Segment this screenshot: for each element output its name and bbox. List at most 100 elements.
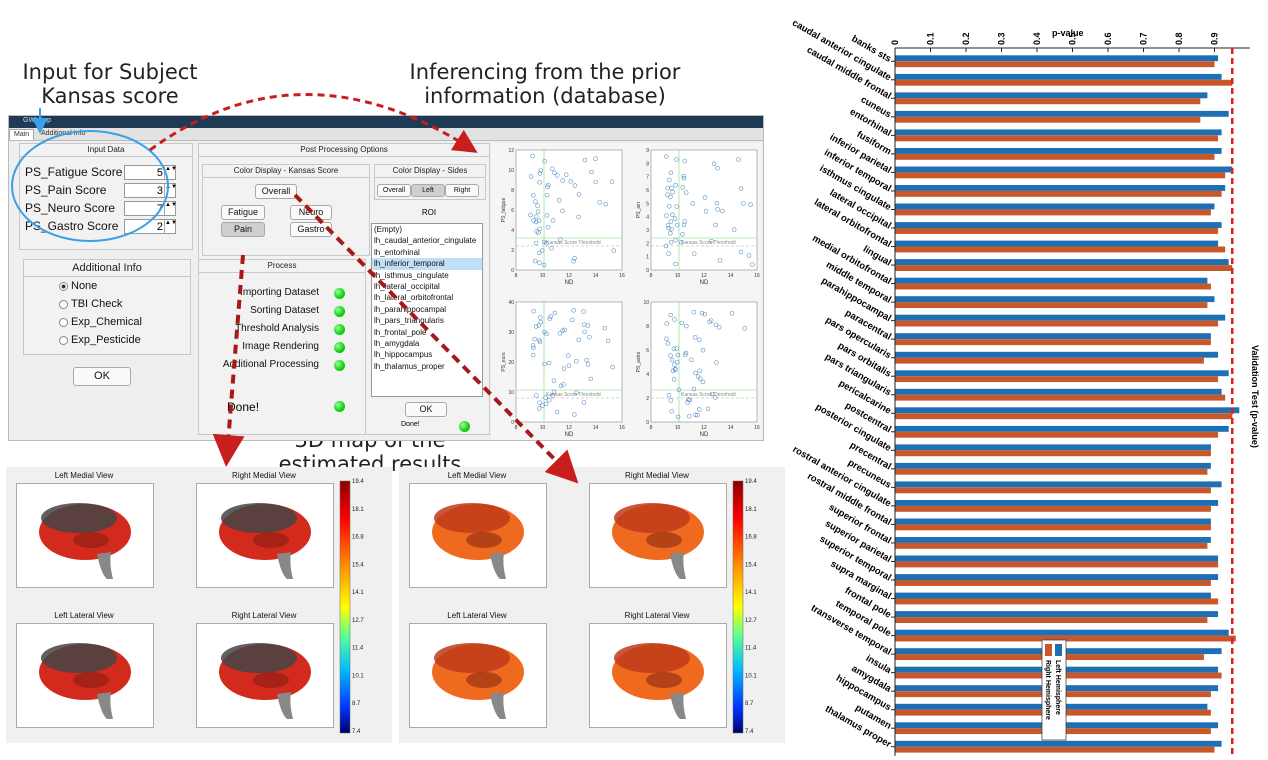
scatter-point bbox=[748, 202, 753, 207]
scatter-point bbox=[683, 190, 689, 195]
brain-view bbox=[589, 483, 727, 588]
stepper-arrows-icon[interactable]: ▲▼ bbox=[164, 220, 177, 233]
xtick-label: 8 bbox=[650, 425, 653, 431]
sides-overall-button[interactable]: Overall bbox=[377, 184, 411, 197]
scatter-point bbox=[531, 345, 536, 351]
ytick-label: 10 bbox=[508, 390, 514, 396]
scatter-point bbox=[574, 358, 579, 364]
scatter-point bbox=[603, 201, 608, 207]
x-tick-label: 0.5 bbox=[1068, 32, 1078, 45]
scatter-point bbox=[531, 193, 536, 198]
ytick-label: 6 bbox=[646, 348, 649, 354]
scatter-point bbox=[670, 212, 675, 217]
scatter-point bbox=[571, 308, 576, 313]
roi-list-item[interactable]: lh_isthmus_cingulate bbox=[374, 270, 449, 280]
field-label-3: PS_Gastro Score bbox=[25, 219, 119, 233]
scatter-point bbox=[558, 237, 563, 242]
scatter-point bbox=[550, 393, 555, 399]
scatter-point bbox=[542, 329, 547, 335]
roi-list-item[interactable]: lh_thalamus_proper bbox=[374, 361, 445, 371]
scatter-point bbox=[668, 219, 674, 224]
scatter-point bbox=[602, 325, 608, 331]
colorbar-tick: 10.1 bbox=[352, 673, 364, 679]
stepper-arrows-icon[interactable]: ▲▼ bbox=[164, 202, 177, 215]
roi-list-item[interactable]: lh_hippocampus bbox=[374, 350, 433, 360]
scatter-point bbox=[667, 204, 672, 209]
scatter-point bbox=[539, 248, 545, 253]
field-label-2: PS_Neuro Score bbox=[25, 201, 116, 215]
radio-none[interactable]: None bbox=[59, 280, 97, 292]
radio-exp-chemical[interactable]: Exp_Chemical bbox=[59, 316, 142, 328]
roi-list-item[interactable]: lh_amygdala bbox=[374, 339, 420, 349]
brain-view-title: Right Medial View bbox=[625, 471, 689, 480]
roi-list-item[interactable]: lh_entorhinal bbox=[374, 247, 420, 257]
field-label-1: PS_Pain Score bbox=[25, 183, 107, 197]
scatter-point bbox=[610, 364, 615, 370]
sides-right-button[interactable]: Right bbox=[445, 184, 479, 197]
scatter-point bbox=[533, 219, 539, 225]
roi-list-item[interactable]: lh_frontal_pole bbox=[374, 327, 427, 337]
roi-list-item[interactable]: lh_lateral_occipital bbox=[374, 282, 440, 292]
scatter-point bbox=[548, 314, 553, 319]
roi-list-item[interactable]: lh_caudal_anterior_cingulate bbox=[374, 236, 477, 246]
scatter-point bbox=[741, 201, 746, 206]
kansas-overall-button[interactable]: Overall bbox=[255, 184, 297, 199]
x-tick-label: 0.7 bbox=[1139, 32, 1149, 45]
scatter-point bbox=[668, 170, 674, 175]
colorbar: 19.4 18.1 16.8 15.4 14.1 12.7 11.4 10.1 8.7 7.4 bbox=[339, 479, 364, 735]
ytick-label: 8 bbox=[646, 161, 649, 167]
process-step-label: Additional Processing bbox=[222, 359, 319, 370]
field-label-0: PS_Fatigue Score bbox=[25, 165, 123, 179]
scatter-point bbox=[528, 174, 534, 179]
roi-done-indicator bbox=[459, 421, 470, 432]
pain-button[interactable]: Pain bbox=[221, 222, 265, 237]
bar-left-hemisphere bbox=[895, 370, 1229, 377]
brain-view-title: Left Medial View bbox=[447, 471, 507, 480]
stepper-arrows-icon[interactable]: ▲▼ bbox=[164, 184, 177, 197]
roi-list-item[interactable]: lh_lateral_orbitofrontal bbox=[374, 293, 454, 303]
score-stepper-1[interactable]: 3 ▲▼ bbox=[124, 183, 177, 198]
scatter-point bbox=[672, 216, 678, 221]
stepper-arrows-icon[interactable]: ▲▼ bbox=[164, 166, 177, 179]
tab-main[interactable]: Main bbox=[9, 129, 35, 140]
bars-group bbox=[895, 55, 1240, 753]
scatter-point bbox=[738, 186, 744, 191]
x-tick-label: 0.1 bbox=[926, 32, 936, 45]
radio-tbi-check[interactable]: TBI Check bbox=[59, 298, 122, 310]
scatter-point bbox=[697, 368, 702, 374]
bar-left-hemisphere bbox=[895, 629, 1229, 636]
ytick-label: 0 bbox=[646, 268, 649, 274]
roi-list-item[interactable]: (Empty) bbox=[374, 225, 402, 234]
kansas-color-header: Color Display - Kansas Score bbox=[203, 165, 369, 178]
brain-panel-pain: Left Medial View Right Medial View Left La… bbox=[6, 467, 392, 743]
bar-left-hemisphere bbox=[895, 240, 1219, 247]
bar-right-hemisphere bbox=[895, 265, 1233, 271]
sides-left-button[interactable]: Left bbox=[411, 184, 445, 197]
scatter-point bbox=[731, 227, 737, 232]
scatter-point bbox=[680, 232, 685, 237]
scatter-point bbox=[533, 324, 539, 329]
colorbar-tick: 12.7 bbox=[745, 618, 757, 624]
brain-view-title: Left Medial View bbox=[54, 471, 114, 480]
roi-list-item[interactable]: lh_inferior_temporal bbox=[372, 258, 482, 270]
roi-ok-button[interactable]: OK bbox=[405, 402, 447, 417]
roi-list-item[interactable]: lh_parahippocampal bbox=[374, 304, 447, 314]
xtick-label: 12 bbox=[701, 425, 707, 431]
score-stepper-0[interactable]: 5 ▲▼ bbox=[124, 165, 177, 180]
ytick-label: 3 bbox=[646, 228, 649, 234]
fatigue-button[interactable]: Fatigue bbox=[221, 205, 265, 220]
radio-exp-pesticide[interactable]: Exp_Pesticide bbox=[59, 334, 141, 346]
roi-list[interactable]: (Empty) lh_caudal_anterior_cingulate lh_en… bbox=[371, 223, 483, 397]
roi-list-item[interactable]: lh_pars_triangularis bbox=[374, 316, 444, 326]
colorbar-tick: 14.1 bbox=[352, 590, 364, 596]
scatter-point bbox=[664, 336, 669, 342]
bar-left-hemisphere bbox=[895, 462, 1211, 469]
ytick-label: 10 bbox=[643, 300, 649, 306]
additional-ok-button[interactable]: OK bbox=[73, 367, 131, 386]
scatter-point bbox=[566, 353, 571, 358]
bar-right-hemisphere bbox=[895, 524, 1211, 531]
threshold-label: Kansas Score Threshold bbox=[681, 392, 736, 398]
colorbar-tick: 18.1 bbox=[745, 507, 757, 513]
scatter-point bbox=[542, 158, 547, 164]
